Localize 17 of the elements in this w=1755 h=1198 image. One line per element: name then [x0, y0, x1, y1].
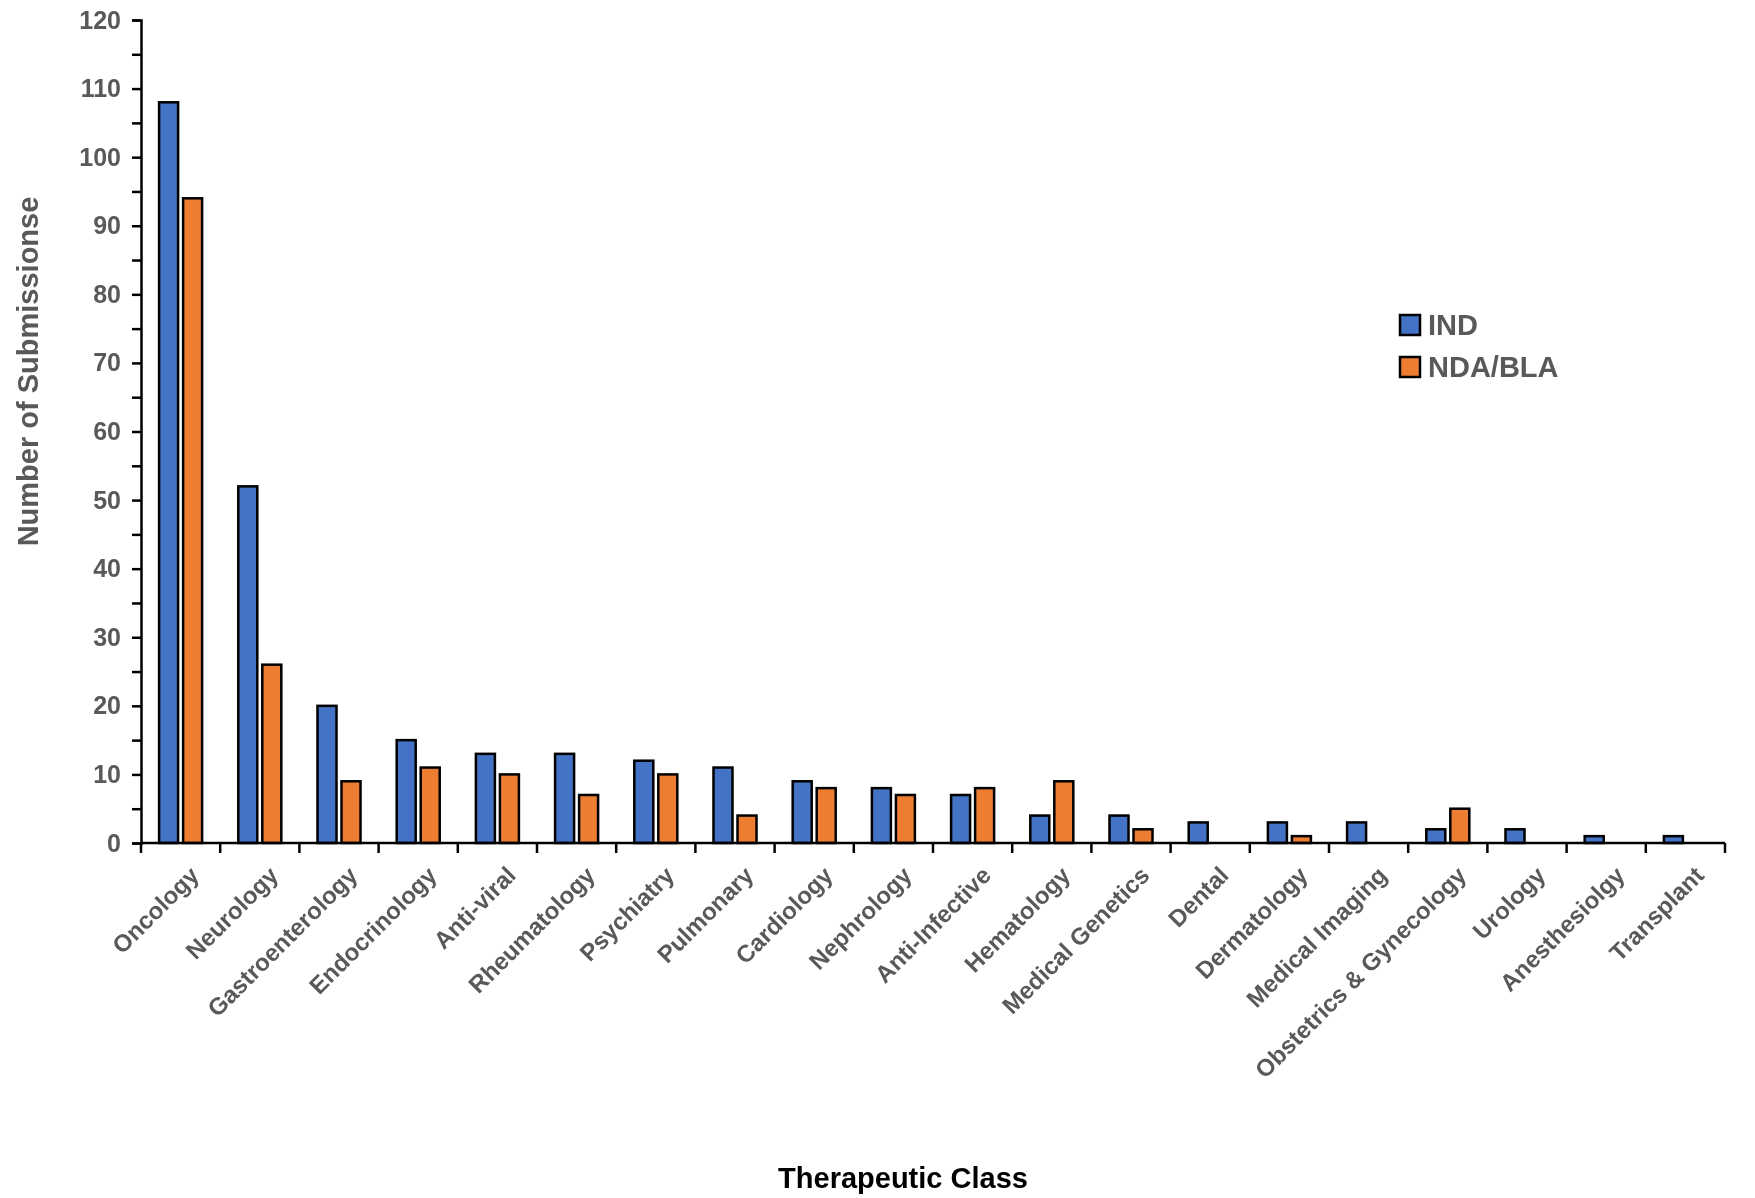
- y-tick-label: 10: [93, 759, 121, 788]
- y-tick-label: 80: [93, 279, 121, 308]
- y-tick-label: 110: [80, 74, 121, 103]
- legend-label: NDA/BLA: [1428, 351, 1559, 384]
- y-tick-label: 40: [93, 554, 121, 583]
- y-tick-label: 0: [107, 828, 121, 857]
- x-axis-title: Therapeutic Class: [778, 1162, 1028, 1194]
- y-tick-label: 70: [93, 348, 121, 377]
- y-tick-label: 120: [79, 5, 121, 34]
- y-tick-label: 50: [93, 485, 121, 514]
- y-tick-label: 100: [79, 142, 121, 171]
- legend-label: IND: [1428, 309, 1478, 342]
- y-tick-label: 60: [93, 417, 121, 445]
- y-axis-title: Number of Submissionse: [12, 196, 44, 547]
- y-tick-label: 30: [93, 622, 121, 651]
- y-tick-label: 90: [93, 211, 121, 240]
- y-tick-label: 20: [93, 691, 121, 720]
